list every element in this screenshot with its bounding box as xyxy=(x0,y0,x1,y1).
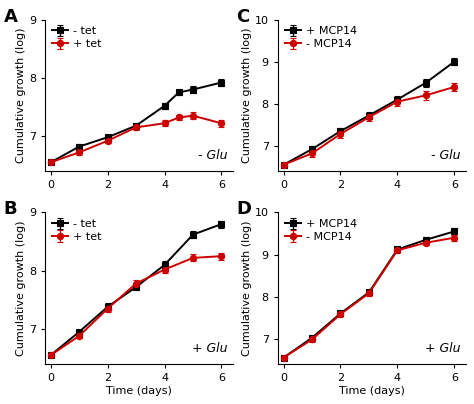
Y-axis label: Cumulative growth (log): Cumulative growth (log) xyxy=(16,27,26,163)
Legend: - tet, + tet: - tet, + tet xyxy=(48,216,105,245)
X-axis label: Time (days): Time (days) xyxy=(106,386,172,396)
Y-axis label: Cumulative growth (log): Cumulative growth (log) xyxy=(242,27,252,163)
Text: + Glu: + Glu xyxy=(191,342,227,355)
Text: - Glu: - Glu xyxy=(198,149,227,162)
Legend: + MCP14, - MCP14: + MCP14, - MCP14 xyxy=(281,216,360,245)
Text: + Glu: + Glu xyxy=(425,342,460,355)
Y-axis label: Cumulative growth (log): Cumulative growth (log) xyxy=(242,221,252,356)
Text: A: A xyxy=(4,8,18,25)
X-axis label: Time (days): Time (days) xyxy=(339,386,405,396)
Text: C: C xyxy=(237,8,250,25)
Text: D: D xyxy=(237,200,252,219)
Legend: - tet, + tet: - tet, + tet xyxy=(48,23,105,53)
Legend: + MCP14, - MCP14: + MCP14, - MCP14 xyxy=(281,23,360,53)
Y-axis label: Cumulative growth (log): Cumulative growth (log) xyxy=(16,221,26,356)
Text: - Glu: - Glu xyxy=(430,149,460,162)
Text: B: B xyxy=(4,200,18,219)
